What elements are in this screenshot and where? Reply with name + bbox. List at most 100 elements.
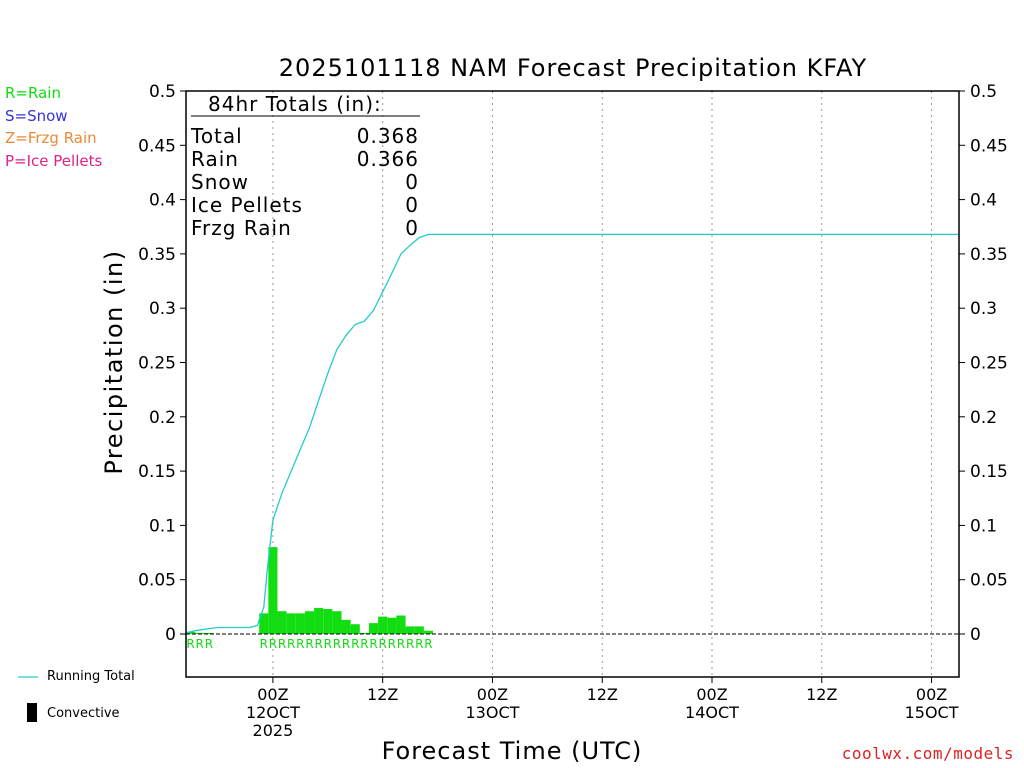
y-tick-label-left-4: 0.2 bbox=[149, 408, 176, 428]
rain-bar-2 bbox=[204, 632, 214, 634]
rain-bar-13 bbox=[350, 624, 360, 634]
convective-legend-label: Convective bbox=[47, 706, 120, 721]
rain-bar-4 bbox=[268, 547, 278, 634]
y-tick-label-left-2: 0.1 bbox=[149, 516, 176, 536]
y-tick-label-right-8: 0.4 bbox=[970, 191, 997, 211]
x-tick-label-4-0: 00Z bbox=[696, 685, 727, 704]
legend-snow: S=Snow bbox=[5, 106, 68, 125]
x-tick-label-4-1: 14OCT bbox=[685, 703, 739, 722]
type-code-3: R bbox=[260, 637, 268, 651]
y-tick-label-left-9: 0.45 bbox=[138, 136, 176, 156]
credit-link[interactable]: coolwx.com/models bbox=[841, 744, 1014, 763]
y-tick-label-right-4: 0.2 bbox=[970, 408, 997, 428]
rain-bar-0 bbox=[186, 631, 196, 634]
y-tick-label-left-3: 0.15 bbox=[138, 462, 176, 482]
type-code-13: R bbox=[351, 637, 359, 651]
type-code-1: R bbox=[196, 637, 204, 651]
legend-ice-pellets: P=Ice Pellets bbox=[5, 151, 103, 170]
totals-label-ice-pellets: Ice Pellets bbox=[191, 193, 303, 217]
rain-bar-17 bbox=[387, 617, 397, 634]
rain-bar-19 bbox=[405, 626, 415, 634]
chart-title: 2025101118 NAM Forecast Precipitation KF… bbox=[279, 54, 867, 82]
type-code-14: R bbox=[360, 637, 368, 651]
totals-value-frzg-rain: 0 bbox=[405, 216, 419, 240]
type-code-2: R bbox=[205, 637, 213, 651]
type-code-0: R bbox=[186, 637, 194, 651]
x-tick-label-3-0: 12Z bbox=[587, 685, 618, 704]
x-tick-label-0-1: 12OCT bbox=[246, 703, 300, 722]
x-tick-label-6-0: 00Z bbox=[916, 685, 947, 704]
rain-bar-11 bbox=[332, 611, 342, 634]
type-code-7: R bbox=[296, 637, 304, 651]
totals-label-rain: Rain bbox=[191, 147, 239, 171]
rain-bar-18 bbox=[396, 615, 406, 634]
y-axis-label: Precipitation (in) bbox=[100, 249, 128, 474]
y-tick-label-left-1: 0.05 bbox=[138, 571, 176, 591]
y-tick-label-left-6: 0.3 bbox=[149, 299, 176, 319]
x-tick-label-1-0: 12Z bbox=[367, 685, 398, 704]
precip-type-legend: R=Rain S=Snow Z=Frzg Rain P=Ice Pellets bbox=[5, 82, 102, 172]
totals-label-frzg-rain: Frzg Rain bbox=[191, 216, 292, 240]
rain-bar-16 bbox=[378, 616, 388, 634]
y-tick-label-right-3: 0.15 bbox=[970, 462, 1008, 482]
type-code-8: R bbox=[305, 637, 313, 651]
type-code-12: R bbox=[342, 637, 350, 651]
type-code-11: R bbox=[333, 637, 341, 651]
y-tick-label-left-0: 0 bbox=[165, 625, 176, 645]
y-tick-label-right-6: 0.3 bbox=[970, 299, 997, 319]
rain-bar-14 bbox=[359, 632, 369, 634]
totals-value-rain: 0.366 bbox=[357, 147, 419, 171]
rain-bar-15 bbox=[368, 623, 379, 634]
x-tick-label-2-0: 00Z bbox=[477, 685, 508, 704]
type-code-16: R bbox=[379, 637, 387, 651]
legend-frzg-rain: Z=Frzg Rain bbox=[5, 129, 97, 147]
totals-value-ice-pellets: 0 bbox=[405, 193, 419, 217]
x-axis-label: Forecast Time (UTC) bbox=[382, 737, 643, 765]
y-tick-label-left-7: 0.35 bbox=[138, 245, 176, 265]
rain-bar-20 bbox=[414, 626, 424, 634]
type-code-6: R bbox=[287, 637, 295, 651]
rain-bar-10 bbox=[323, 609, 333, 634]
x-tick-label-0-2: 2025 bbox=[253, 721, 294, 740]
y-tick-label-right-7: 0.35 bbox=[970, 245, 1008, 265]
rain-bar-12 bbox=[341, 619, 351, 634]
rain-bar-7 bbox=[295, 613, 305, 634]
x-gridlines bbox=[272, 91, 933, 677]
legend-rain: R=Rain bbox=[5, 84, 61, 102]
totals-heading: 84hr Totals (in): bbox=[208, 92, 382, 116]
y-tick-label-right-9: 0.45 bbox=[970, 136, 1008, 156]
x-tick-label-2-1: 13OCT bbox=[466, 703, 520, 722]
type-code-17: R bbox=[388, 637, 396, 651]
rain-bar-9 bbox=[314, 607, 324, 634]
rain-bars bbox=[186, 547, 433, 634]
y-axis-left: 0 0.05 0.1 0.15 0.2 0.25 0.3 0.35 0.4 0.45 0.5 bbox=[138, 82, 186, 645]
rain-bar-5 bbox=[277, 611, 287, 634]
y-tick-label-left-5: 0.25 bbox=[138, 354, 176, 374]
type-code-15: R bbox=[369, 637, 377, 651]
convective-legend-swatch bbox=[27, 703, 37, 722]
totals-label-snow: Snow bbox=[191, 170, 249, 194]
type-code-4: R bbox=[269, 637, 277, 651]
y-tick-label-left-8: 0.4 bbox=[149, 191, 176, 211]
totals-value-snow: 0 bbox=[405, 170, 419, 194]
y-tick-label-left-10: 0.5 bbox=[149, 82, 176, 102]
type-code-21: R bbox=[424, 637, 432, 651]
totals-value-total: 0.368 bbox=[357, 124, 419, 148]
y-tick-label-right-2: 0.1 bbox=[970, 516, 997, 536]
type-code-9: R bbox=[314, 637, 322, 651]
plot-frame bbox=[185, 90, 960, 678]
y-axis-right: 0 0.05 0.1 0.15 0.2 0.25 0.3 0.35 0.4 0.45 0.5 bbox=[959, 82, 1008, 645]
totals-label-total: Total bbox=[190, 124, 243, 148]
x-tick-label-0-0: 00Z bbox=[257, 685, 288, 704]
y-tick-label-right-1: 0.05 bbox=[970, 571, 1008, 591]
x-tick-label-6-1: 15OCT bbox=[905, 703, 959, 722]
x-tick-label-5-0: 12Z bbox=[806, 685, 837, 704]
y-tick-label-right-10: 0.5 bbox=[970, 82, 997, 102]
type-code-20: R bbox=[415, 637, 423, 651]
rain-bar-6 bbox=[286, 613, 296, 634]
running-total-line bbox=[185, 233, 959, 634]
rain-bar-3 bbox=[259, 613, 269, 634]
totals-box: 84hr Totals (in): Total 0.368 Rain 0.366… bbox=[190, 92, 420, 240]
